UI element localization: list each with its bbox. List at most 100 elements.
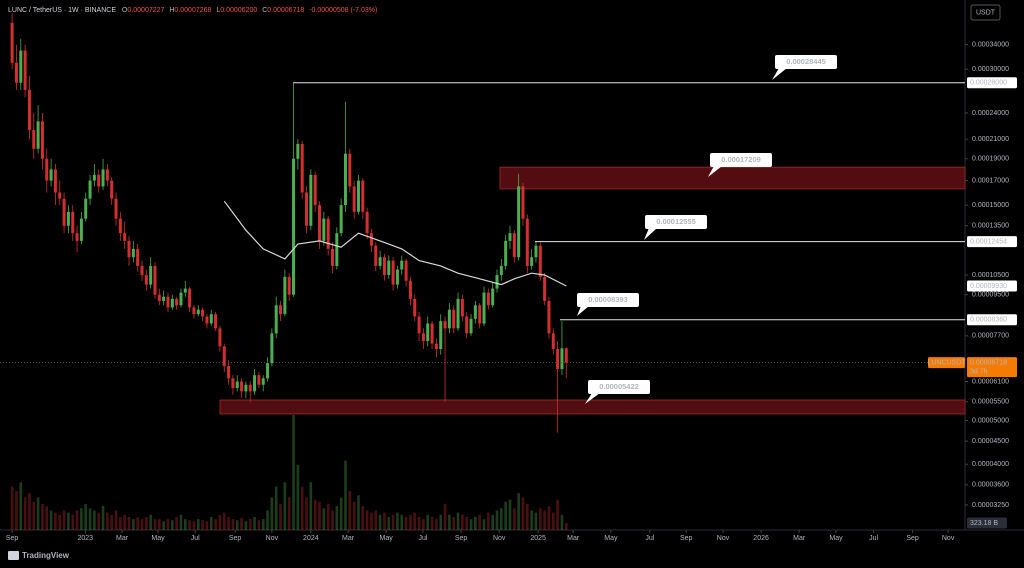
candle-body (361, 180, 365, 212)
candle-body (244, 384, 248, 392)
volume-bar (500, 508, 503, 530)
axis-price-box (967, 314, 1017, 326)
field-value: 0.00006200 (220, 7, 257, 14)
candle-body (296, 143, 300, 159)
volume-bar (300, 486, 304, 530)
candle-body (443, 321, 447, 329)
volume-bar (357, 495, 360, 530)
volume-bar (101, 506, 105, 530)
candle-body (408, 280, 412, 299)
change: -0.00000508 (-7.03%) (309, 7, 377, 14)
volume-bar (166, 519, 170, 530)
volume-bar (227, 516, 230, 530)
candle-body (499, 265, 503, 276)
y-tick-label: 0.00005000 (972, 417, 1009, 424)
axis-price-label: 0.00012454 (970, 238, 1007, 245)
candle-body (395, 269, 399, 285)
candle-body (179, 292, 183, 306)
volume-bar (538, 508, 542, 530)
x-tick-label: Sep (455, 535, 468, 542)
candle-body (97, 174, 101, 187)
volume-bar (378, 514, 382, 530)
candle-body (79, 218, 83, 241)
symbol: LUNC / TetherUS · 1W · BINANCE (8, 7, 116, 14)
x-tick-label: 2024 (303, 535, 319, 542)
field-key: O (122, 7, 128, 14)
volume-bar (322, 508, 326, 530)
candle-body (400, 260, 404, 270)
volume-bar (119, 516, 122, 530)
candle-body (305, 192, 309, 226)
candle-body (149, 265, 153, 285)
candle-body (560, 348, 564, 370)
volume-bar (491, 514, 494, 530)
volume-bar (214, 519, 217, 530)
y-tick-label: 0.00004500 (972, 438, 1009, 445)
volume-bar (465, 516, 468, 530)
candle-body (279, 305, 283, 315)
candle-body (538, 245, 542, 277)
field-value: 0.00006718 (267, 7, 304, 14)
candle-body (274, 305, 278, 334)
volume-bar (413, 512, 417, 530)
callout-label: 0.00008393 (588, 295, 628, 304)
symbol-tag: LUNCUSDT (927, 359, 966, 366)
volume-bar (409, 514, 412, 530)
candle-body (534, 245, 538, 258)
candle-body (175, 298, 179, 306)
volume-bar (556, 499, 559, 530)
volume-bar (383, 512, 386, 530)
volume-bar (435, 519, 438, 530)
callout-pointer (644, 228, 657, 240)
volume-bar (551, 512, 555, 530)
volume-bar (387, 516, 391, 530)
candle-body (391, 260, 395, 285)
axis-price-label: 0.00028000 (970, 80, 1007, 87)
volume-bar (335, 506, 339, 530)
volume-bar (110, 514, 113, 530)
currency-button[interactable] (970, 4, 1001, 21)
currency[interactable]: USDT (976, 9, 996, 16)
volume-bar (23, 497, 27, 530)
y-tick-label: 0.00034000 (972, 42, 1009, 49)
volume-bar (240, 518, 243, 530)
volume-bar (439, 514, 443, 530)
volume-bar (158, 519, 161, 530)
volume-bar (513, 508, 516, 530)
candle-body (240, 381, 244, 392)
volume-bar (426, 514, 430, 530)
candle-body (140, 265, 144, 276)
candle-body (153, 265, 157, 295)
volume-bar (287, 497, 291, 530)
candle-body (482, 292, 486, 324)
candle-body (292, 158, 296, 295)
candle-body (387, 260, 391, 276)
x-tick-label: Jul (869, 535, 878, 542)
volume-bar (404, 516, 408, 530)
volume-bar (123, 514, 126, 530)
x-tick-label: Mar (567, 535, 580, 542)
x-tick-label: Nov (266, 535, 279, 542)
candle-body (114, 198, 118, 219)
candle-body (326, 218, 330, 249)
candle-body (356, 180, 360, 212)
candle-body (495, 275, 499, 289)
volume-bar (543, 510, 546, 530)
candle-body (421, 333, 425, 342)
volume-bar (365, 510, 369, 530)
candle-body (45, 158, 49, 181)
candle-body (369, 233, 373, 246)
candle-body (84, 198, 88, 219)
callout-box (588, 380, 650, 394)
x-tick-label: Nov (942, 535, 955, 542)
countdown: 3d 7h (970, 368, 988, 375)
volume-bar (495, 510, 499, 530)
candle-body (564, 348, 568, 363)
candle-body (248, 384, 252, 392)
volume-bar (374, 510, 378, 530)
candle-body (530, 257, 534, 266)
candle-body (318, 205, 322, 241)
candle-body (266, 363, 270, 379)
